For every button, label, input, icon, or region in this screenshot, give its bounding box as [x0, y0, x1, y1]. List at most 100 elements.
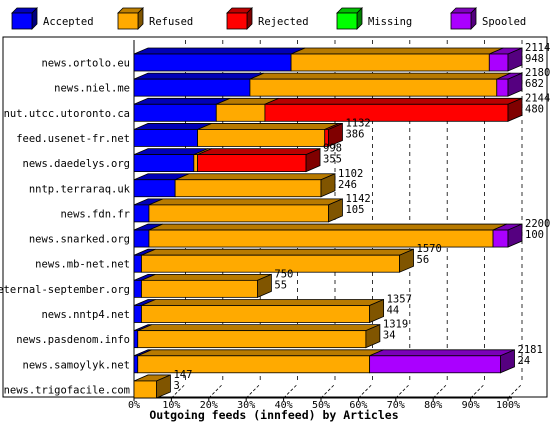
bar-secondary-label: 34: [383, 330, 396, 342]
legend-swatch: [11, 12, 33, 30]
bar-top-face: [174, 173, 336, 181]
bar-front-face: [249, 78, 498, 97]
x-tick-label: 10%: [162, 400, 180, 411]
bar-side-face: [507, 97, 523, 122]
y-tick-label: news.nntp4.net: [41, 309, 130, 321]
legend-item-spooled: Spooled: [450, 7, 526, 30]
bar-front-face: [193, 154, 198, 173]
bar-front-face: [133, 380, 157, 399]
legend-item-accepted: Accepted: [11, 7, 94, 30]
bar-segment-refused: [174, 173, 336, 198]
bar-front-face: [197, 154, 307, 173]
grid-floor-line: [395, 383, 411, 399]
plot-frame: [2, 36, 548, 398]
y-tick-label: nntp.terraraq.uk: [29, 183, 131, 195]
bar-secondary-label: 355: [323, 154, 342, 166]
bar-front-face: [133, 53, 292, 72]
grid-floor-line: [171, 383, 186, 399]
y-tick-label: news.snarked.org: [29, 234, 130, 246]
x-tick-label: 70%: [387, 400, 405, 411]
bar-segment-refused: [148, 223, 508, 248]
bar-secondary-label: 100: [525, 229, 544, 241]
bar-segment-refused: [141, 273, 272, 298]
bar-top-face: [148, 198, 343, 206]
bar-total-label: 2180: [525, 67, 550, 79]
bar-total-label: 1570: [417, 243, 442, 255]
x-tick-label: 100%: [496, 400, 520, 411]
bar-front-face: [197, 129, 326, 147]
legend-label: Accepted: [43, 16, 94, 28]
bar-segment-refused: [215, 97, 280, 122]
bar-top-face: [197, 148, 321, 156]
bar-secondary-label: 105: [345, 204, 364, 216]
bar-top-face: [141, 299, 384, 306]
bar-total-label: 998: [323, 143, 342, 155]
y-tick-label: news.samoylyk.net: [23, 359, 130, 371]
bar-front-face: [174, 179, 322, 198]
bar-front-face: [133, 254, 142, 273]
bar-front-face: [133, 330, 139, 349]
y-tick-label: news.ortolo.eu: [41, 58, 130, 70]
bar-secondary-label: 682: [525, 78, 544, 90]
bar-secondary-label: 44: [387, 305, 400, 317]
bar-front-face: [141, 279, 258, 298]
bar-secondary-label: 24: [518, 355, 531, 367]
bar-secondary-label: 386: [345, 128, 364, 140]
bar-total-label: 2144: [525, 92, 550, 104]
bar-top-face: [133, 97, 231, 105]
bar-segment-refused: [141, 248, 414, 273]
legend-label: Spooled: [482, 16, 526, 28]
x-tick-label: 30%: [237, 400, 255, 411]
bar-total-label: 1142: [345, 193, 370, 205]
bar-segment-rejected: [197, 147, 321, 173]
bar-front-face: [369, 355, 501, 374]
bar-segment-refused: [137, 349, 384, 374]
bar-side-face: [507, 72, 523, 97]
bar-side-face: [328, 122, 343, 148]
bar-front-face: [290, 53, 490, 72]
bar-top-face: [264, 97, 523, 105]
bar-segment-refused: [197, 123, 339, 147]
grid-floor-line: [507, 383, 523, 399]
bar-side-face: [507, 223, 523, 248]
x-tick-label: 50%: [312, 400, 330, 411]
bar-top-face: [133, 47, 306, 55]
bar-secondary-label: 56: [417, 254, 430, 266]
legend-swatch: [336, 12, 358, 30]
bar-total-label: 2200: [525, 218, 550, 230]
bar-segment-refused: [148, 198, 343, 223]
bar-secondary-label: 3: [173, 380, 179, 392]
grid-floor-line: [358, 383, 373, 399]
bar-top-face: [141, 273, 272, 281]
x-tick-label: 60%: [349, 400, 367, 411]
grid-floor-line: [320, 383, 336, 399]
grid-floor-line: [432, 383, 448, 399]
bar-segment-accepted: [133, 173, 190, 198]
bar-front-face: [148, 204, 329, 223]
bar-segment-refused: [290, 47, 504, 72]
y-tick-label: nut.utcc.utoronto.ca: [4, 108, 130, 120]
bar-top-face: [197, 123, 339, 130]
y-tick-label: news.trigofacile.com: [4, 384, 130, 396]
bar-total-label: 2114: [525, 42, 550, 54]
bar-side-face: [399, 248, 414, 273]
bar-secondary-label: 55: [274, 279, 287, 291]
bar-top-face: [148, 223, 508, 231]
legend-item-missing: Missing: [336, 7, 412, 30]
bar-front-face: [492, 229, 509, 248]
bar-segment-accepted: [133, 47, 306, 72]
bar-side-face: [257, 273, 272, 298]
bar-top-face: [369, 349, 515, 357]
bar-segment-refused: [141, 298, 385, 324]
bar-top-face: [290, 47, 504, 55]
bar-segment-rejected: [264, 97, 523, 122]
